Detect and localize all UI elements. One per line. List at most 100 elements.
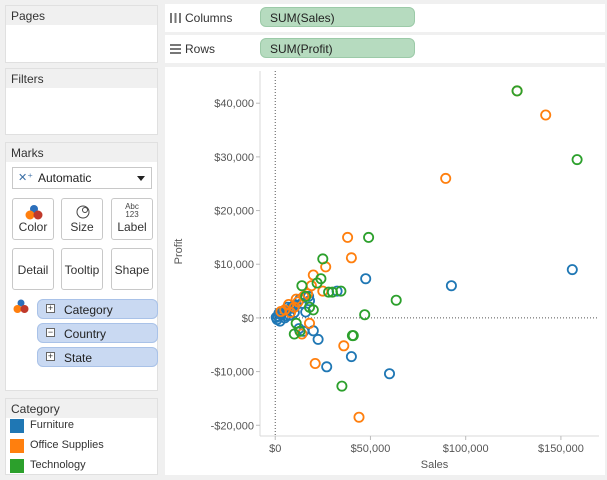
y-tick-label: -$10,000 <box>211 367 254 379</box>
pages-panel: Pages <box>5 5 158 63</box>
y-axis-title: Profit <box>173 239 185 265</box>
tooltip-button-label: Tooltip <box>64 263 100 277</box>
size-button-label: Size <box>70 220 94 234</box>
collapse-icon[interactable]: − <box>46 327 55 337</box>
size-button[interactable]: Size <box>61 198 103 240</box>
data-point[interactable] <box>390 294 402 306</box>
data-point[interactable] <box>336 380 348 392</box>
x-tick-label: $0 <box>269 443 281 455</box>
category-field-pill[interactable]: + Category <box>37 299 158 319</box>
label-button[interactable]: Abc 123 Label <box>111 198 153 240</box>
data-point[interactable] <box>312 333 324 345</box>
filters-panel: Filters <box>5 68 158 135</box>
data-point[interactable] <box>342 231 354 243</box>
data-point[interactable] <box>540 109 552 121</box>
data-point[interactable] <box>345 351 357 363</box>
data-point[interactable] <box>566 264 578 276</box>
data-point[interactable] <box>307 304 319 316</box>
legend-swatch <box>10 419 24 433</box>
data-point[interactable] <box>303 317 315 329</box>
scatter-chart-area: $40,000 $30,000 $20,000 $10,000 $0 -$10,000 -$… <box>165 67 605 475</box>
data-point[interactable] <box>338 340 350 352</box>
data-point[interactable] <box>359 309 371 321</box>
state-field-pill[interactable]: + State <box>37 347 158 367</box>
data-point[interactable] <box>445 280 457 292</box>
detail-button[interactable]: Detail <box>12 248 54 290</box>
columns-shelf[interactable]: Columns SUM(Sales) <box>165 4 605 32</box>
data-point[interactable] <box>353 411 365 423</box>
rows-icon <box>170 44 181 54</box>
size-icon <box>76 205 90 219</box>
state-field-label: State <box>64 351 93 365</box>
data-point[interactable] <box>290 293 302 305</box>
y-tick-label: $10,000 <box>214 259 254 271</box>
data-point[interactable] <box>300 290 312 302</box>
x-axis-title: Sales <box>421 459 449 471</box>
automatic-mark-icon: ✕⁺ <box>18 172 34 184</box>
legend-label: Furniture <box>30 419 75 431</box>
rows-shelf[interactable]: Rows SUM(Profit) <box>165 35 605 63</box>
y-tick-label: $0 <box>242 313 254 325</box>
columns-label: Columns <box>185 11 233 25</box>
data-point[interactable] <box>347 330 359 342</box>
data-point[interactable] <box>296 280 308 292</box>
mark-type-label: Automatic <box>38 171 92 185</box>
legend-label: Technology <box>30 459 86 471</box>
data-point[interactable] <box>311 277 323 289</box>
marks-title: Marks <box>6 143 157 162</box>
legend-title: Category <box>6 399 157 418</box>
color-button[interactable]: Color <box>12 198 54 240</box>
data-point[interactable] <box>309 357 321 369</box>
marks-panel: Marks ✕⁺ Automatic Color Size Abc 123 La… <box>5 142 158 391</box>
data-point[interactable] <box>323 286 335 298</box>
legend-swatch <box>10 439 24 453</box>
shape-button[interactable]: Shape <box>111 248 153 290</box>
mark-type-dropdown[interactable]: ✕⁺ Automatic <box>12 167 152 189</box>
color-encoding-icon <box>13 299 29 313</box>
legend-swatch <box>10 459 24 473</box>
data-point[interactable] <box>363 231 375 243</box>
data-point[interactable] <box>288 328 300 340</box>
expand-icon[interactable]: + <box>46 303 55 313</box>
x-tick-label: $150,000 <box>538 443 584 455</box>
scatter-chart: $40,000 $30,000 $20,000 $10,000 $0 -$10,000 -$… <box>173 71 599 471</box>
sum-profit-pill[interactable]: SUM(Profit) <box>260 38 415 58</box>
y-tick-label: $30,000 <box>214 152 254 164</box>
x-tick-label: $50,000 <box>351 443 391 455</box>
rows-label: Rows <box>185 42 216 56</box>
y-tick-label: -$20,000 <box>211 420 254 432</box>
filters-title: Filters <box>6 69 157 88</box>
data-point[interactable] <box>383 368 395 380</box>
y-tick-label: $20,000 <box>214 206 254 218</box>
data-point[interactable] <box>317 253 329 265</box>
pages-title: Pages <box>6 6 157 25</box>
data-point[interactable] <box>296 328 308 340</box>
country-field-pill[interactable]: − Country <box>37 323 158 343</box>
data-point[interactable] <box>360 273 372 285</box>
data-point[interactable] <box>440 172 452 184</box>
color-icon <box>25 205 43 220</box>
data-point[interactable] <box>511 85 523 97</box>
y-tick-label: $40,000 <box>214 98 254 110</box>
color-button-label: Color <box>18 220 48 234</box>
expand-icon[interactable]: + <box>46 351 55 361</box>
category-field-label: Category <box>64 303 113 317</box>
columns-icon <box>170 13 181 23</box>
data-point[interactable] <box>275 305 287 317</box>
x-tick-label: $100,000 <box>443 443 489 455</box>
shape-button-label: Shape <box>114 263 150 277</box>
data-point[interactable] <box>571 154 583 166</box>
category-legend: Category Furniture Office Supplies Techn… <box>5 398 158 475</box>
data-point[interactable] <box>290 317 302 329</box>
data-point[interactable] <box>298 325 310 337</box>
country-field-label: Country <box>64 327 107 341</box>
sum-sales-pill[interactable]: SUM(Sales) <box>260 7 415 27</box>
tooltip-button[interactable]: Tooltip <box>61 248 103 290</box>
detail-button-label: Detail <box>17 263 49 277</box>
data-point[interactable] <box>326 286 338 298</box>
label-icon: Abc 123 <box>125 202 139 219</box>
legend-label: Office Supplies <box>30 439 104 451</box>
data-point[interactable] <box>345 252 357 264</box>
data-point[interactable] <box>321 361 333 373</box>
chevron-down-icon <box>137 176 145 181</box>
